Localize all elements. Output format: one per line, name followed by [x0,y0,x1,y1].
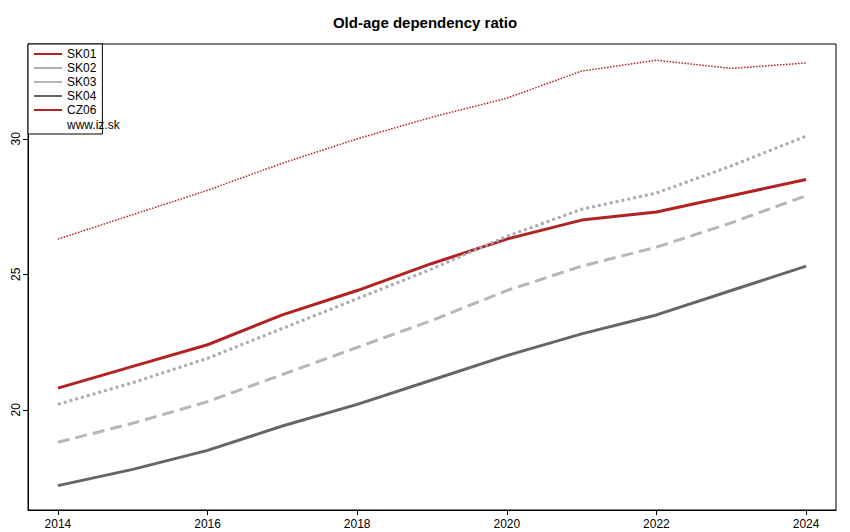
svg-text:30: 30 [9,132,23,146]
svg-text:2024: 2024 [793,517,820,531]
svg-text:SK01: SK01 [67,47,97,61]
svg-text:CZ06: CZ06 [67,103,97,117]
svg-text:Old-age dependency ratio: Old-age dependency ratio [333,14,517,31]
svg-text:2022: 2022 [643,517,670,531]
svg-text:20: 20 [9,403,23,417]
svg-text:www.iz.sk: www.iz.sk [66,118,121,132]
svg-text:25: 25 [9,267,23,281]
svg-text:2020: 2020 [493,517,520,531]
svg-text:SK04: SK04 [67,89,97,103]
svg-text:SK02: SK02 [67,61,97,75]
svg-text:2016: 2016 [194,517,221,531]
svg-text:2014: 2014 [45,517,72,531]
svg-text:2018: 2018 [344,517,371,531]
svg-text:SK03: SK03 [67,75,97,89]
